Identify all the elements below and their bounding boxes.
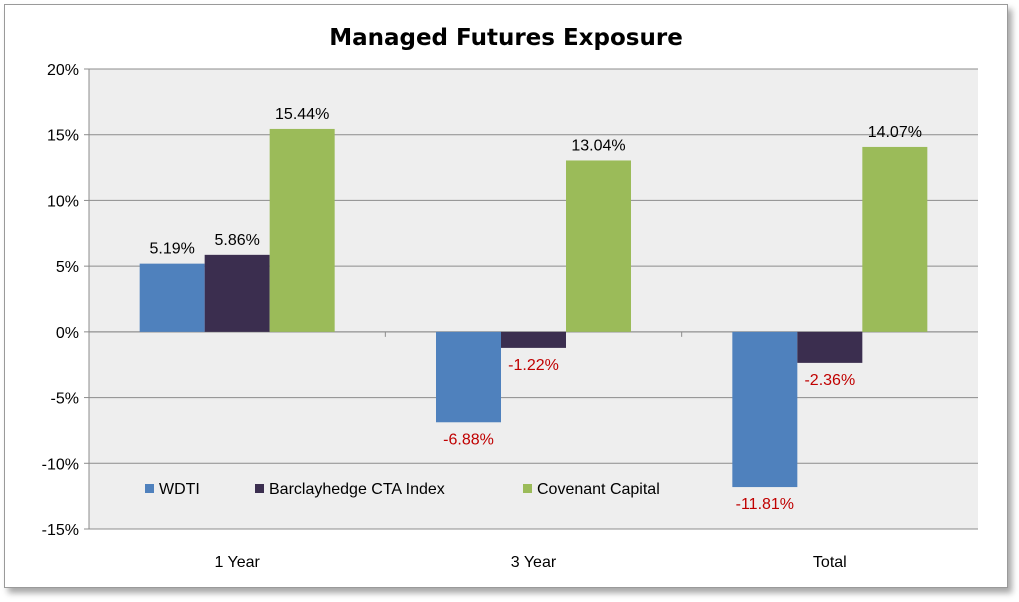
bar <box>566 160 631 332</box>
bar-chart: 20% 15% 10% 5% 0% -5% -10% -15% 1 Year 5.19% 5.86%… <box>42 25 978 571</box>
y-tick-label: 15% <box>47 128 79 145</box>
y-tick-label: 0% <box>56 325 79 342</box>
x-tick-label: Total <box>813 554 847 571</box>
x-tick-label: 3 Year <box>511 554 557 571</box>
data-label: -11.81% <box>736 496 794 513</box>
bar <box>501 331 566 348</box>
chart-title: Managed Futures Exposure <box>329 25 683 51</box>
y-tick-label: -15% <box>42 522 79 539</box>
data-label: -2.36% <box>804 372 855 389</box>
bar <box>436 331 501 423</box>
bar <box>732 331 798 488</box>
bar <box>269 128 335 332</box>
data-label: 15.44% <box>275 106 329 123</box>
y-tick-label: -10% <box>42 456 79 473</box>
bar <box>797 331 863 363</box>
legend-swatch <box>255 484 264 493</box>
bar <box>204 254 270 332</box>
data-label: -1.22% <box>508 357 559 374</box>
y-tick-label: -5% <box>51 391 79 408</box>
data-label: -6.88% <box>443 431 494 448</box>
data-label: 13.04% <box>571 137 625 154</box>
data-label: 5.86% <box>214 232 259 249</box>
legend-label: WDTI <box>159 481 200 498</box>
bar <box>862 146 928 332</box>
legend-swatch <box>523 484 532 493</box>
data-label: 5.19% <box>149 241 194 258</box>
data-label: 14.07% <box>868 124 922 141</box>
y-tick-label: 20% <box>47 62 79 79</box>
y-tick-label: 10% <box>47 193 79 210</box>
bar <box>139 263 205 332</box>
y-tick-label: 5% <box>56 259 79 276</box>
legend-label: Barclayhedge CTA Index <box>269 481 445 498</box>
legend-swatch <box>145 484 154 493</box>
chart-frame: 20% 15% 10% 5% 0% -5% -10% -15% 1 Year 5.19% 5.86%… <box>4 4 1008 588</box>
x-tick-label: 1 Year <box>214 554 260 571</box>
legend-label: Covenant Capital <box>537 481 660 498</box>
